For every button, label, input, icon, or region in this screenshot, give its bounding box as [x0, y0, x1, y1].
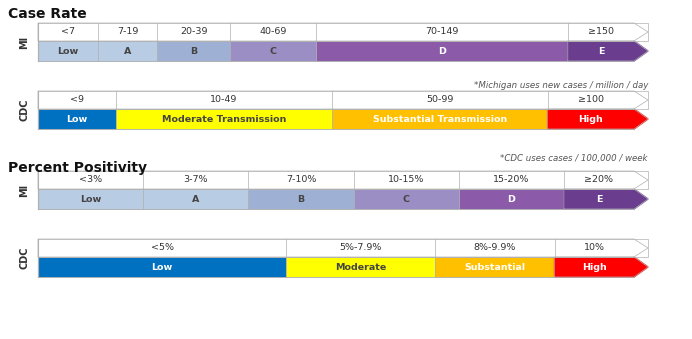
Text: Low: Low	[57, 46, 78, 56]
Bar	[38, 239, 648, 257]
Text: A: A	[192, 195, 199, 203]
Text: *Michigan uses new cases / million / day: *Michigan uses new cases / million / day	[473, 81, 648, 90]
Text: B: B	[298, 195, 304, 203]
Bar	[98, 41, 157, 61]
Text: 8%-9.9%: 8%-9.9%	[474, 243, 516, 253]
Bar	[143, 189, 248, 209]
Polygon shape	[547, 109, 648, 129]
Bar	[157, 41, 230, 61]
Text: D: D	[438, 46, 446, 56]
Bar	[435, 257, 554, 277]
Text: 10%: 10%	[584, 243, 605, 253]
Bar	[38, 23, 648, 41]
Text: 20-39: 20-39	[180, 27, 208, 37]
Text: 5%-7.9%: 5%-7.9%	[340, 243, 382, 253]
Text: <7: <7	[61, 27, 75, 37]
Text: B: B	[190, 46, 197, 56]
Polygon shape	[554, 257, 648, 277]
Text: C: C	[403, 195, 410, 203]
Text: E: E	[596, 195, 602, 203]
Text: 10-49: 10-49	[210, 96, 237, 104]
Text: 7-10%: 7-10%	[286, 176, 316, 184]
Bar	[38, 41, 98, 61]
Text: <5%: <5%	[151, 243, 174, 253]
Bar	[38, 189, 143, 209]
Text: E: E	[598, 46, 604, 56]
Bar	[38, 109, 116, 129]
Bar	[331, 109, 547, 129]
Text: Low: Low	[80, 195, 101, 203]
Text: Substantial: Substantial	[464, 262, 525, 272]
Bar	[38, 91, 648, 109]
Text: MI: MI	[19, 36, 29, 48]
Text: ≥100: ≥100	[578, 96, 604, 104]
Text: CDC: CDC	[19, 247, 29, 269]
Text: A: A	[124, 46, 131, 56]
Text: <3%: <3%	[79, 176, 102, 184]
Text: CDC: CDC	[19, 99, 29, 121]
Text: 10-15%: 10-15%	[388, 176, 424, 184]
Bar	[316, 41, 567, 61]
Text: 40-69: 40-69	[260, 27, 286, 37]
Text: 70-149: 70-149	[426, 27, 459, 37]
Text: Case Rate: Case Rate	[8, 7, 86, 21]
Bar	[459, 189, 564, 209]
Bar	[248, 189, 354, 209]
Polygon shape	[567, 41, 648, 61]
Text: Moderate Transmission: Moderate Transmission	[161, 115, 286, 123]
Text: D: D	[507, 195, 516, 203]
Text: 50-99: 50-99	[426, 96, 453, 104]
Bar	[38, 257, 286, 277]
Text: 3-7%: 3-7%	[183, 176, 208, 184]
Text: Percent Positivity: Percent Positivity	[8, 161, 147, 175]
Text: High: High	[582, 262, 607, 272]
Text: ≥20%: ≥20%	[585, 176, 613, 184]
Text: Substantial Transmission: Substantial Transmission	[372, 115, 507, 123]
Bar	[230, 41, 316, 61]
Text: Low: Low	[66, 115, 87, 123]
Text: 15-20%: 15-20%	[493, 176, 529, 184]
Bar	[116, 109, 331, 129]
Text: Low: Low	[152, 262, 173, 272]
Text: MI: MI	[19, 183, 29, 197]
Text: High: High	[579, 115, 603, 123]
Text: <9: <9	[70, 96, 84, 104]
Bar	[286, 257, 435, 277]
Text: *CDC uses cases / 100,000 / week: *CDC uses cases / 100,000 / week	[500, 154, 648, 163]
Polygon shape	[564, 189, 648, 209]
Text: Moderate: Moderate	[335, 262, 386, 272]
Bar	[354, 189, 459, 209]
Text: 7-19: 7-19	[117, 27, 138, 37]
Bar	[38, 171, 648, 189]
Text: C: C	[270, 46, 277, 56]
Text: ≥150: ≥150	[588, 27, 614, 37]
